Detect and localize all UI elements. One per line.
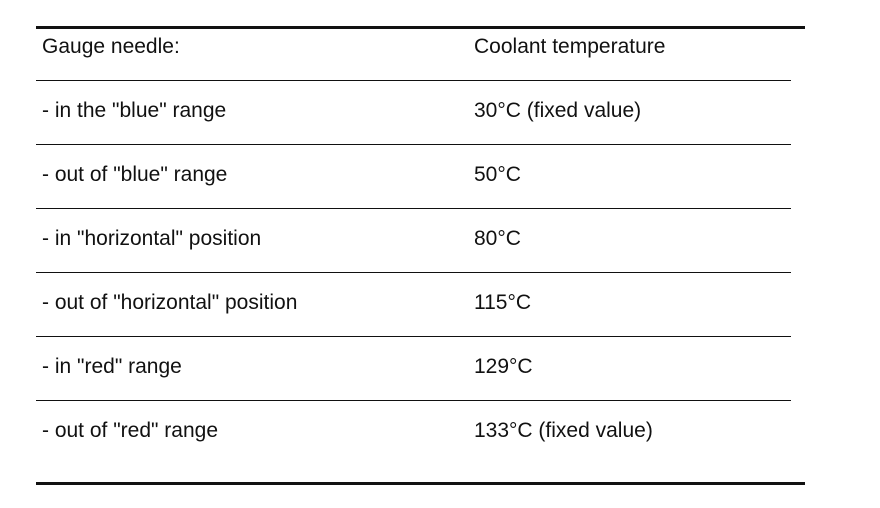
table-cell: - in "horizontal" position (42, 226, 262, 250)
table-cell: 50°C (474, 162, 521, 186)
table-cell: - in "red" range (42, 354, 182, 378)
table-cell: 80°C (474, 226, 521, 250)
row-separator (36, 79, 791, 81)
row-separator (36, 207, 791, 209)
table-cell: - out of "blue" range (42, 162, 228, 186)
table-cell: - out of "red" range (42, 418, 219, 442)
table-cell: - in the "blue" range (42, 98, 227, 122)
header-cell: Coolant temperature (474, 35, 666, 58)
top-rule (36, 26, 805, 29)
table-cell: 115°C (474, 290, 532, 314)
row-separator (36, 271, 791, 273)
table-cell: 133°C (fixed value) (474, 418, 653, 442)
header-cell: Gauge needle: (42, 35, 180, 58)
row-separator (36, 399, 791, 401)
table-cell: 129°C (474, 354, 533, 378)
table-cell: - out of "horizontal" position (42, 290, 298, 314)
bottom-rule (36, 482, 805, 485)
row-separator (36, 335, 791, 337)
table-cell: 30°C (fixed value) (474, 98, 642, 122)
row-separator (36, 143, 791, 145)
